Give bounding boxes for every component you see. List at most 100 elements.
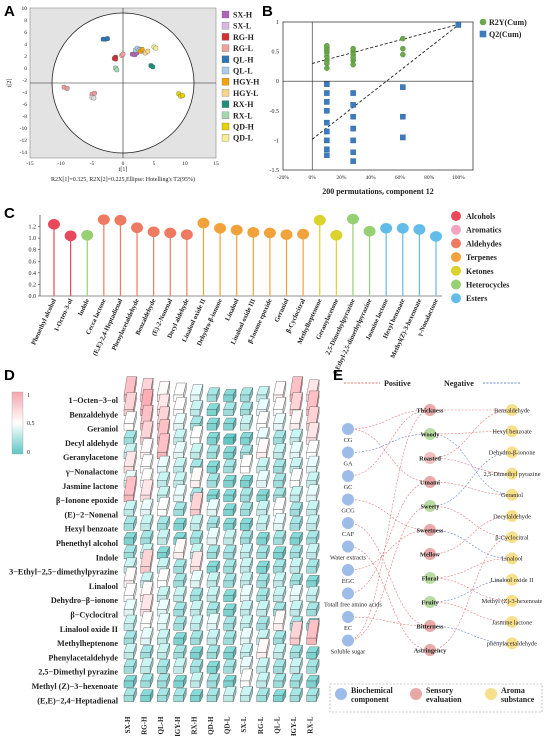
heatmap-cell [223, 666, 234, 674]
heatmap-cell [173, 695, 184, 702]
sensory-node-label: Woody [421, 431, 441, 438]
heatmap-cell [223, 695, 234, 702]
pca-legend-label: QD-H [233, 123, 255, 132]
heatmap-row-label: Indole [96, 553, 119, 562]
heatmap-column-label: QD-H [207, 716, 215, 735]
heatmap-cell [289, 680, 300, 688]
sensory-node [424, 500, 436, 512]
heatmap-cell [123, 423, 134, 431]
heatmap-cell [289, 494, 300, 502]
biochemical-node [342, 540, 354, 553]
vip-point [131, 222, 144, 234]
heatmap-cell [206, 652, 217, 660]
heatmap-cell [173, 680, 184, 688]
panel-b-permutation-test: B -20% 0% 20% 40% 60% 80% 100%10.50-0.5-1-1.5 … [262, 3, 527, 196]
heatmap-cell [273, 695, 284, 702]
perm-xtick: 20% [336, 175, 347, 181]
r2y-point [400, 35, 406, 42]
perm-ytick: -0.5 [270, 109, 280, 115]
positive-label: Positive [384, 379, 411, 388]
vip-legend: Alcohols Aromatics Aldehydes Terpenes Ketone… [451, 211, 509, 304]
negative-label: Negative [444, 379, 474, 388]
pca-point [114, 67, 120, 73]
heatmap-cell [123, 695, 134, 702]
heatmap-cell [256, 552, 267, 559]
heatmap-column-label: SX-L [240, 716, 248, 732]
colorbar-mid: 0.5 [27, 421, 35, 427]
heatmap-cell [240, 437, 250, 445]
q2-point [324, 152, 330, 158]
q2-point [324, 99, 330, 105]
pca-point [120, 51, 126, 57]
heatmap-cell [190, 637, 201, 645]
sensory-node [424, 476, 436, 488]
heatmap-column-label: RX-H [190, 716, 198, 734]
heatmap-cell [173, 595, 184, 602]
heatmap-cell [223, 452, 234, 459]
heatmap-colorbar [11, 391, 24, 455]
heatmap-cell [190, 409, 201, 416]
sensory-node [424, 404, 436, 416]
vip-point [114, 214, 127, 226]
pca-legend-label: SX-L [233, 22, 251, 31]
vip-legend-label: Ketones [466, 267, 494, 276]
heatmap-cells [123, 376, 320, 702]
heatmap-cell [273, 666, 284, 674]
pca-xtick: 15 [213, 161, 219, 167]
network-edge [429, 558, 513, 579]
heatmap-cell [206, 537, 217, 545]
network-edge [347, 522, 431, 627]
panel-c-vip-lollipop: C 1.2 1.0 0.8 0.6 0.4 0.2 0.0 Phenethyl alcoho… [4, 205, 509, 376]
heatmap-row-label: β−Ionone epoxide [56, 496, 118, 505]
pca-xtick: -5 [90, 161, 95, 167]
heatmap-cell [289, 537, 300, 545]
vip-legend-swatch [451, 265, 461, 276]
heatmap-row-label: Hexyl benzoate [65, 525, 119, 534]
heatmap-cell [123, 623, 134, 631]
biochemical-node [342, 587, 354, 600]
heatmap-cell [306, 609, 317, 617]
pca-ytick: 10 [22, 6, 28, 12]
pca-ytick: -12 [20, 138, 28, 144]
heatmap-row-label: γ−Nonalactone [65, 468, 119, 477]
heatmap-cell [289, 695, 300, 702]
heatmap-cell [223, 652, 234, 660]
heatmap-cell [206, 480, 217, 488]
vip-point [396, 223, 409, 234]
pca-point [150, 64, 156, 70]
network-edge [429, 529, 513, 559]
vip-point [197, 217, 210, 229]
network-edge [347, 481, 431, 594]
perm-axes: -20% 0% 20% 40% 60% 80% 100% 1 0.5 0 -0.5 -1 -1.5 [270, 20, 473, 181]
network-nodes: CG GA GC GCG CAF Water extracts EGC Totall free… [324, 404, 543, 656]
pca-legend-swatch [221, 78, 230, 86]
perm-xtick: 40% [366, 175, 377, 181]
pca-legend-swatch [221, 44, 230, 52]
perm-legend-swatch [479, 18, 487, 26]
heatmap-cell [306, 637, 317, 645]
heatmap-cell [190, 480, 201, 488]
heatmap-column-label: QD-L [224, 716, 232, 734]
network-legend-label: component [351, 695, 389, 704]
q2-point [324, 146, 330, 153]
network-edge [429, 515, 513, 555]
heatmap-row-label: 2,5−Dimethyl pyrazine [38, 668, 118, 677]
heatmap-cell [206, 595, 217, 602]
sensory-node-label: Umami [420, 479, 440, 486]
heatmap-row-label: Linalool oxide II [60, 625, 118, 634]
heatmap-cell [273, 552, 284, 559]
heatmap-cell [190, 452, 201, 459]
heatmap-column-label: QL-L [273, 716, 281, 733]
heatmap-cell [240, 523, 250, 531]
pca-legend-swatch [221, 33, 230, 41]
aroma-node-label: Linalool oxide II [491, 577, 534, 584]
network-legend-label: Aroma [501, 686, 525, 695]
pca-ytick: -4 [22, 90, 27, 96]
heatmap-cell [223, 595, 234, 602]
heatmap-column-label: HGY-H [174, 716, 182, 736]
vip-legend-swatch [451, 252, 461, 263]
heatmap-cell [223, 394, 234, 402]
pca-legend-label: QL-H [233, 55, 254, 64]
heatmap-cell [206, 666, 217, 674]
